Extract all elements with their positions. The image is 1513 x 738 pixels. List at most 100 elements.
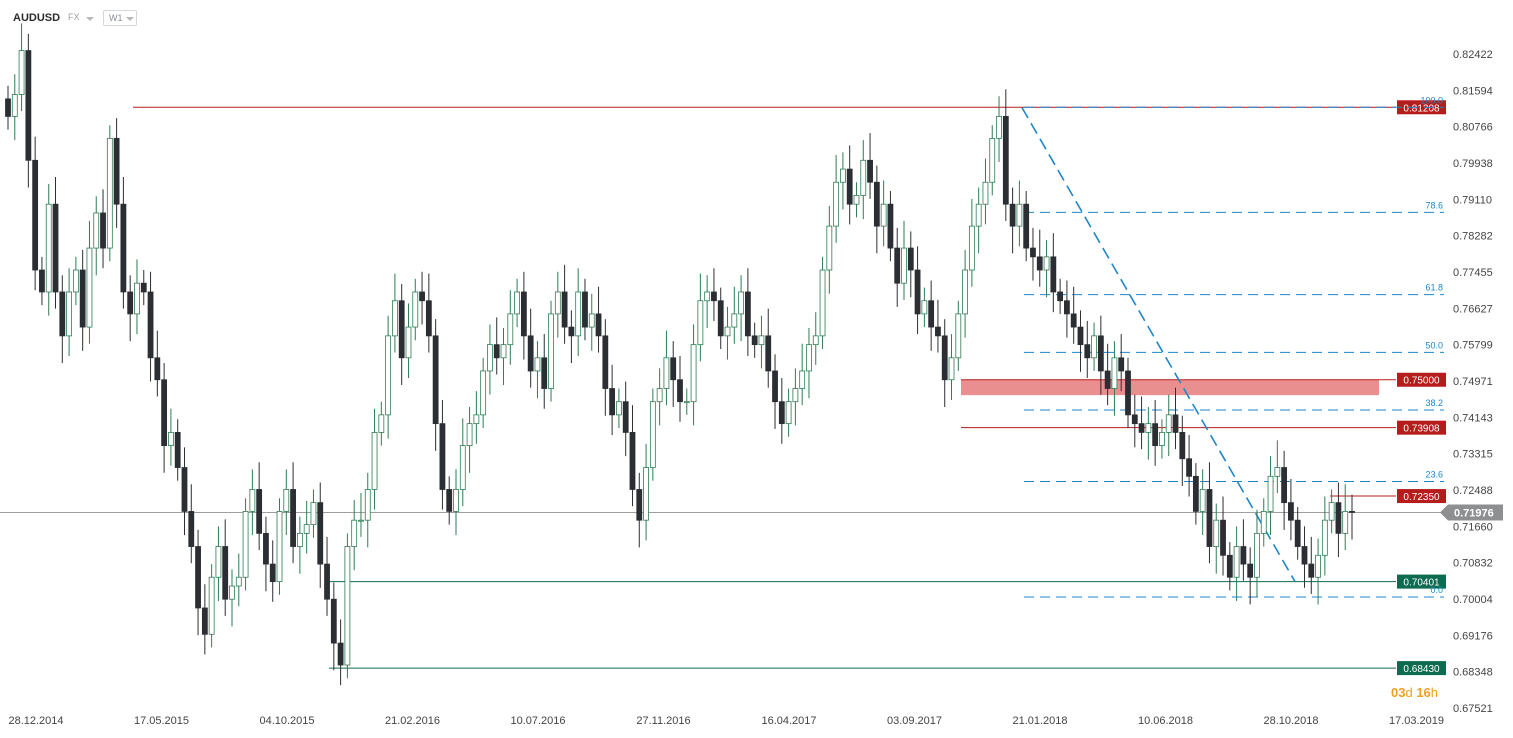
candle: [751, 322, 758, 358]
candle: [887, 191, 894, 262]
candle-body: [738, 291, 744, 315]
candle-body: [1111, 357, 1118, 389]
candle: [514, 278, 520, 328]
candle-body: [412, 291, 419, 328]
candle-body: [1152, 423, 1159, 446]
candle-body: [1118, 357, 1125, 372]
candle-body: [93, 212, 100, 249]
candle-body: [1138, 423, 1145, 433]
candle: [840, 152, 846, 210]
candle: [534, 341, 541, 399]
candle: [446, 476, 453, 525]
candle: [629, 405, 636, 507]
candle-body: [1064, 300, 1070, 315]
candle: [894, 227, 901, 307]
candle-body: [1030, 247, 1036, 258]
candle-body: [643, 467, 649, 521]
candle: [269, 540, 276, 602]
candle: [649, 388, 656, 481]
candle-body: [1165, 414, 1172, 433]
candle-body: [1267, 475, 1274, 512]
candle-body: [419, 291, 425, 302]
candle: [758, 315, 765, 369]
candle-body: [283, 489, 290, 512]
candle: [1125, 357, 1131, 429]
candle: [901, 220, 907, 300]
candle: [93, 196, 100, 276]
price-tick-label: 0.80766: [1453, 122, 1493, 134]
candle-body: [303, 524, 310, 534]
candle: [711, 268, 717, 321]
candle-body: [534, 357, 541, 372]
candle-body: [32, 159, 39, 271]
candle-body: [1301, 546, 1308, 565]
fib-level-label: 78.6: [1425, 200, 1443, 210]
candle: [962, 249, 968, 338]
candle-body: [541, 357, 548, 389]
candle-body: [1009, 203, 1016, 227]
symbol-label[interactable]: AUDUSD: [13, 12, 61, 24]
candle: [500, 327, 507, 386]
candle: [609, 364, 616, 436]
candle-body: [120, 203, 127, 293]
candle-body: [310, 502, 317, 525]
time-tick-label: 21.01.2018: [1012, 715, 1067, 727]
candle: [548, 300, 554, 402]
candle: [1023, 191, 1030, 262]
candle: [473, 391, 480, 444]
candle-body: [106, 137, 113, 249]
candle-body: [1328, 502, 1335, 521]
candle-body: [5, 98, 11, 117]
time-tick-label: 27.11.2016: [636, 715, 690, 727]
candle: [1165, 394, 1172, 457]
candle-body: [235, 576, 242, 587]
candle-body: [473, 414, 480, 425]
candle: [955, 300, 962, 371]
candle: [1159, 419, 1165, 459]
candle: [242, 498, 249, 591]
trendline: [1021, 107, 1296, 583]
candle: [201, 584, 208, 655]
level-badge-label: 0.68430: [1403, 664, 1440, 675]
level-badge-label: 0.73908: [1403, 424, 1440, 435]
candle: [59, 275, 66, 364]
price-tick-label: 0.74971: [1453, 376, 1493, 388]
candle: [140, 270, 147, 306]
candle-body: [663, 357, 670, 389]
candle: [914, 246, 921, 335]
candle: [1349, 494, 1355, 540]
candle-body: [1186, 458, 1192, 477]
candle-body: [819, 269, 826, 337]
candle-body: [955, 313, 962, 359]
candle: [195, 529, 201, 636]
candle: [1342, 484, 1349, 551]
market-dropdown-icon[interactable]: [86, 17, 94, 21]
candle-body: [1043, 256, 1050, 271]
candle-body: [11, 94, 18, 117]
candle-body: [704, 291, 711, 302]
timeframe-select[interactable]: W1: [103, 10, 137, 26]
candle-body: [79, 269, 86, 328]
candle: [419, 271, 425, 325]
candle: [86, 220, 93, 344]
candle-body: [459, 445, 466, 490]
candle: [928, 280, 935, 351]
candle-body: [364, 489, 371, 521]
candle-body: [520, 291, 527, 337]
candle: [968, 198, 975, 287]
countdown-days-unit: d: [1405, 685, 1413, 700]
candle-body: [907, 247, 914, 271]
market-label[interactable]: FX: [68, 12, 80, 22]
candle: [487, 324, 493, 395]
fib-level-label: 100.0: [1420, 95, 1443, 105]
candle: [561, 264, 568, 344]
candle-body: [1213, 519, 1220, 547]
time-tick-label: 10.06.2018: [1138, 715, 1193, 727]
candle: [738, 275, 744, 342]
candle: [174, 419, 181, 481]
price-tick-label: 0.79938: [1453, 158, 1493, 170]
candle: [1315, 538, 1321, 605]
candle-body: [575, 291, 582, 337]
candle: [568, 310, 575, 364]
